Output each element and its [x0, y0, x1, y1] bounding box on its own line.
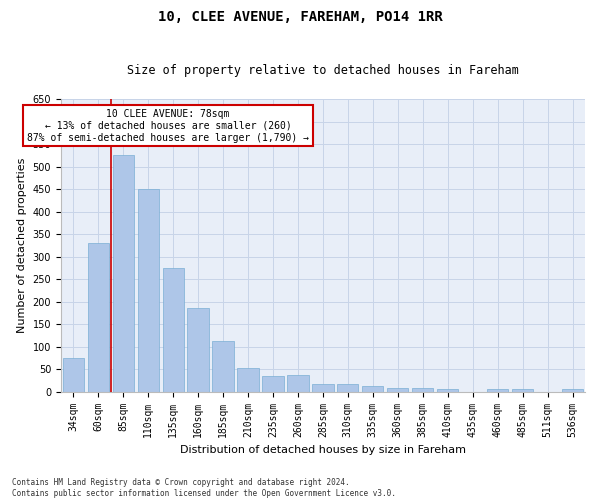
Text: Contains HM Land Registry data © Crown copyright and database right 2024.
Contai: Contains HM Land Registry data © Crown c…: [12, 478, 396, 498]
Bar: [412, 388, 433, 392]
Bar: [287, 374, 308, 392]
Bar: [163, 268, 184, 392]
Title: Size of property relative to detached houses in Fareham: Size of property relative to detached ho…: [127, 64, 519, 77]
Bar: [512, 390, 533, 392]
Bar: [187, 308, 209, 392]
Y-axis label: Number of detached properties: Number of detached properties: [17, 158, 27, 333]
Bar: [562, 390, 583, 392]
Bar: [262, 376, 284, 392]
Bar: [362, 386, 383, 392]
Bar: [387, 388, 409, 392]
Bar: [487, 390, 508, 392]
Bar: [337, 384, 358, 392]
Bar: [88, 243, 109, 392]
Bar: [113, 156, 134, 392]
Bar: [62, 358, 84, 392]
Bar: [212, 341, 233, 392]
Bar: [437, 390, 458, 392]
Text: 10, CLEE AVENUE, FAREHAM, PO14 1RR: 10, CLEE AVENUE, FAREHAM, PO14 1RR: [158, 10, 442, 24]
Bar: [137, 189, 159, 392]
Text: 10 CLEE AVENUE: 78sqm
← 13% of detached houses are smaller (260)
87% of semi-det: 10 CLEE AVENUE: 78sqm ← 13% of detached …: [27, 110, 309, 142]
Bar: [312, 384, 334, 392]
Bar: [238, 368, 259, 392]
X-axis label: Distribution of detached houses by size in Fareham: Distribution of detached houses by size …: [180, 445, 466, 455]
